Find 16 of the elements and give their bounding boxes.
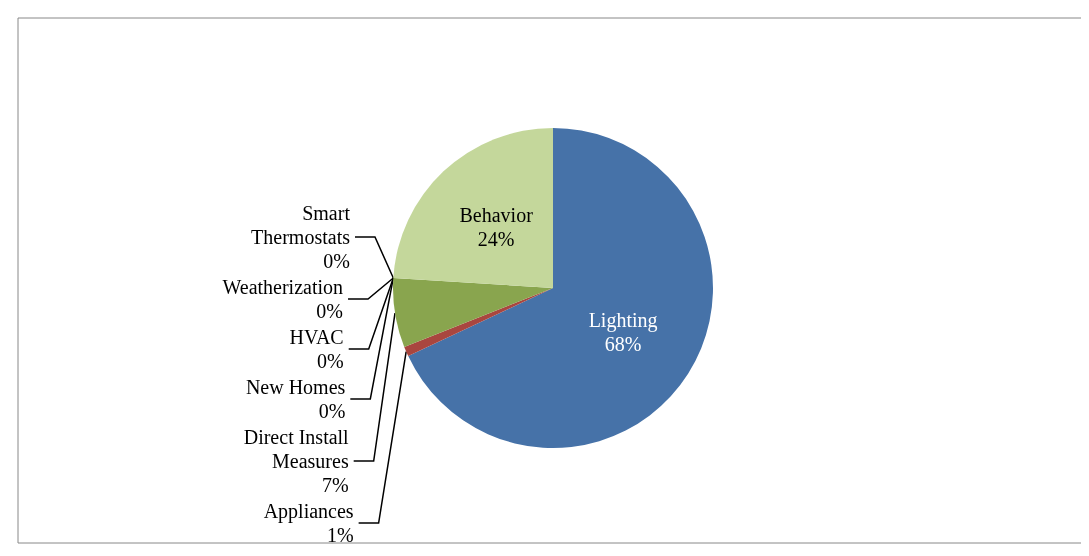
text: 0% (318, 400, 346, 422)
slice-label: Direct Install Measures (243, 426, 350, 472)
legend-label: Weatherization (222, 276, 344, 298)
category-label: HVAC (289, 326, 344, 348)
category-label: Smart Thermostats (251, 202, 350, 248)
data-label: 1% (326, 524, 354, 546)
data-label: 68% (604, 333, 642, 356)
text: 0% (323, 250, 350, 272)
slice-label: Lighting (588, 309, 658, 333)
slice-label: Appliances (263, 500, 354, 523)
text: 0% (316, 300, 344, 322)
slice-label: Behavior (459, 204, 534, 227)
data-label: 24% (477, 228, 515, 251)
text: 0% (317, 350, 344, 372)
data-label: 7% (322, 474, 349, 496)
category-label: New Homes (245, 376, 346, 398)
